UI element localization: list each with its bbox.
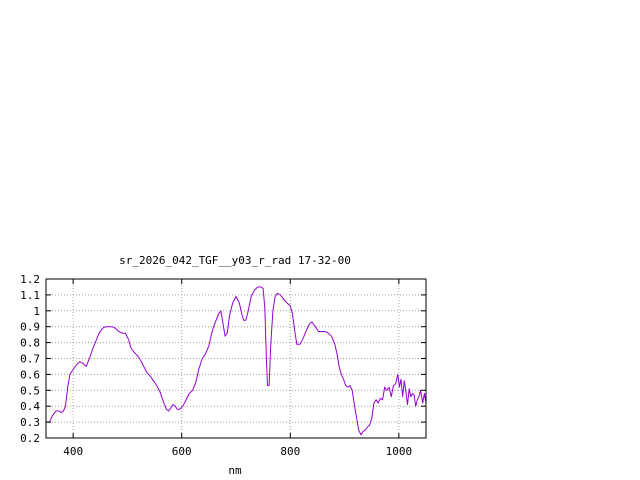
y-tick-label: 0.8 [20,337,40,350]
series-line [46,286,427,436]
x-axis-label: nm [228,464,242,477]
y-tick-label: 1.2 [20,273,40,286]
x-tick-label: 400 [63,445,83,458]
axis-ticks: 0.2 0.3 0.4 0.5 0.6 0.7 0.8 0.9 1 1.1 1.2 400 600 800… [20,273,426,458]
y-tick-label: 0.9 [20,321,40,334]
y-tick-label: 1 [33,305,40,318]
y-tick-label: 0.2 [20,432,40,445]
y-tick-label: 0.7 [20,353,40,366]
grid-lines [46,279,426,438]
y-tick-label: 0.3 [20,416,40,429]
x-tick-label: 800 [280,445,300,458]
y-tick-label: 1.1 [20,289,40,302]
series-layer [46,286,427,436]
y-tick-label: 0.4 [20,400,40,413]
x-tick-label: 1000 [386,445,413,458]
x-tick-label: 600 [172,445,192,458]
chart-title: sr_2026_042_TGF__y03_r_rad 17-32-00 [119,254,351,267]
y-tick-label: 0.5 [20,384,40,397]
y-tick-label: 0.6 [20,368,40,381]
